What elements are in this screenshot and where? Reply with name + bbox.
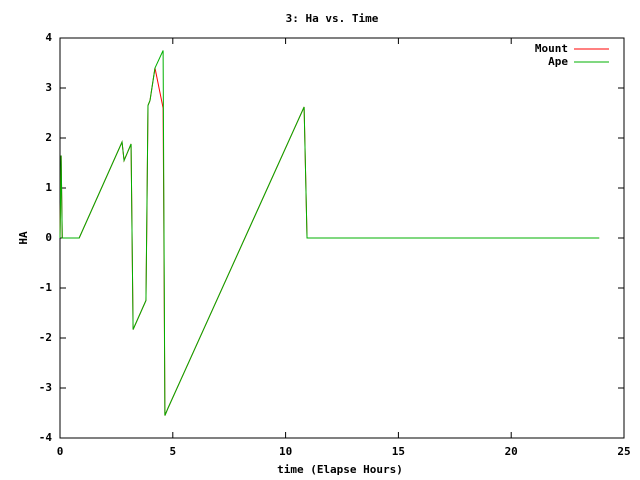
chart-title: 3: Ha vs. Time (286, 12, 379, 25)
y-axis-label: HA (17, 231, 30, 245)
y-tick-label: -1 (39, 281, 53, 294)
legend-label: Ape (548, 55, 568, 68)
legend-label: Mount (535, 42, 568, 55)
y-tick-label: 2 (45, 131, 52, 144)
y-tick-label: 4 (45, 31, 52, 44)
y-tick-label: 1 (45, 181, 52, 194)
y-tick-label: 0 (45, 231, 52, 244)
x-tick-label: 25 (617, 445, 630, 458)
y-tick-label: 3 (45, 81, 52, 94)
series-line (59, 67, 600, 416)
x-tick-label: 20 (505, 445, 518, 458)
x-tick-label: 10 (279, 445, 292, 458)
x-axis-label: time (Elapse Hours) (277, 463, 403, 476)
y-tick-label: -3 (39, 381, 52, 394)
x-tick-label: 0 (57, 445, 64, 458)
y-tick-label: -4 (39, 431, 53, 444)
y-tick-label: -2 (39, 331, 52, 344)
x-tick-label: 15 (392, 445, 405, 458)
series-line (59, 50, 600, 416)
x-tick-label: 5 (169, 445, 176, 458)
